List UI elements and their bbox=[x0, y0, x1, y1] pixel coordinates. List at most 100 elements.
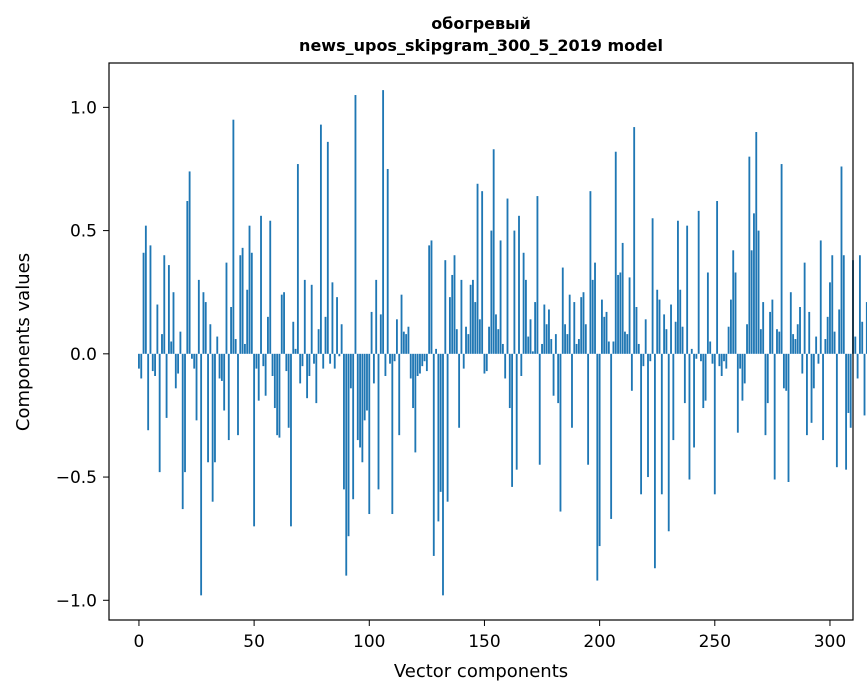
x-tick-label: 100 bbox=[353, 632, 385, 652]
bar-249 bbox=[711, 353, 714, 364]
bar-150 bbox=[483, 353, 486, 374]
bar-282 bbox=[787, 353, 790, 482]
bar-178 bbox=[548, 309, 550, 354]
bar-125 bbox=[425, 353, 428, 372]
bar-89 bbox=[343, 353, 345, 490]
bar-297 bbox=[822, 353, 824, 441]
bars-group bbox=[138, 90, 867, 596]
bar-231 bbox=[670, 304, 672, 354]
bar-130 bbox=[437, 353, 440, 522]
bar-283 bbox=[789, 292, 792, 354]
bar-83 bbox=[329, 353, 332, 364]
bar-94 bbox=[354, 95, 357, 354]
bar-113 bbox=[398, 353, 401, 436]
bar-36 bbox=[220, 353, 223, 381]
bar-22 bbox=[188, 171, 191, 354]
bar-96 bbox=[359, 353, 361, 448]
bar-313 bbox=[858, 255, 861, 354]
bar-14 bbox=[170, 341, 173, 354]
bar-122 bbox=[419, 353, 421, 374]
bar-5 bbox=[149, 245, 152, 354]
bar-208 bbox=[617, 274, 619, 354]
bar-164 bbox=[515, 353, 518, 470]
bar-216 bbox=[635, 307, 638, 354]
bar-170 bbox=[529, 319, 532, 354]
bar-190 bbox=[575, 343, 578, 354]
bar-226 bbox=[658, 299, 661, 354]
bar-207 bbox=[614, 151, 617, 354]
bar-281 bbox=[785, 353, 788, 391]
bar-300 bbox=[829, 282, 831, 354]
bar-234 bbox=[677, 220, 679, 354]
bar-18 bbox=[179, 331, 182, 354]
bar-101 bbox=[370, 311, 373, 354]
bar-296 bbox=[819, 240, 822, 354]
bar-312 bbox=[856, 353, 859, 379]
bar-209 bbox=[619, 272, 622, 354]
bar-288 bbox=[801, 353, 804, 374]
bar-179 bbox=[550, 339, 553, 354]
bar-90 bbox=[345, 353, 348, 576]
bar-154 bbox=[492, 149, 495, 354]
bar-273 bbox=[766, 353, 769, 404]
bar-53 bbox=[260, 215, 262, 354]
bar-118 bbox=[409, 353, 412, 379]
bar-55 bbox=[264, 353, 267, 396]
bar-140 bbox=[460, 279, 463, 354]
bar-68 bbox=[294, 348, 297, 354]
bar-144 bbox=[469, 284, 472, 354]
bar-124 bbox=[423, 353, 426, 362]
bar-114 bbox=[400, 294, 403, 354]
bar-180 bbox=[552, 353, 555, 396]
bar-42 bbox=[234, 339, 237, 354]
bar-148 bbox=[478, 319, 481, 354]
bar-104 bbox=[377, 353, 380, 490]
bar-157 bbox=[499, 240, 502, 354]
bar-248 bbox=[709, 341, 712, 354]
bar-197 bbox=[591, 279, 594, 354]
bar-136 bbox=[451, 274, 454, 354]
bar-302 bbox=[833, 331, 836, 354]
bar-214 bbox=[630, 353, 633, 391]
bar-235 bbox=[679, 289, 682, 354]
bar-259 bbox=[734, 272, 737, 354]
bar-306 bbox=[842, 255, 845, 354]
bar-165 bbox=[518, 215, 520, 354]
bar-316 bbox=[865, 302, 867, 354]
bar-166 bbox=[520, 353, 523, 376]
bar-188 bbox=[571, 353, 573, 428]
bar-253 bbox=[720, 353, 723, 376]
bar-192 bbox=[580, 297, 583, 354]
bar-305 bbox=[840, 166, 843, 354]
bar-311 bbox=[854, 336, 857, 354]
y-tick-label: −1.0 bbox=[56, 591, 97, 611]
bar-228 bbox=[663, 314, 666, 354]
bar-266 bbox=[750, 250, 753, 354]
bar-20 bbox=[184, 353, 186, 473]
bar-227 bbox=[660, 353, 663, 495]
bar-19 bbox=[181, 353, 184, 510]
bar-58 bbox=[271, 353, 274, 376]
x-tick-label: 50 bbox=[243, 632, 265, 652]
bar-162 bbox=[511, 353, 514, 487]
bar-66 bbox=[290, 353, 292, 527]
bar-129 bbox=[435, 348, 437, 354]
bar-258 bbox=[732, 250, 735, 354]
bar-168 bbox=[525, 279, 527, 354]
bar-75 bbox=[310, 284, 313, 354]
bar-286 bbox=[796, 324, 799, 354]
bar-240 bbox=[690, 348, 693, 354]
bar-171 bbox=[531, 351, 534, 354]
bar-26 bbox=[197, 279, 200, 354]
bar-70 bbox=[299, 353, 302, 384]
bar-294 bbox=[815, 336, 818, 354]
bar-212 bbox=[626, 334, 629, 354]
bar-309 bbox=[849, 353, 852, 428]
bar-284 bbox=[792, 334, 795, 354]
bar-24 bbox=[193, 353, 196, 369]
bar-4 bbox=[147, 353, 150, 431]
bar-108 bbox=[386, 168, 389, 354]
bar-47 bbox=[246, 289, 249, 354]
bar-155 bbox=[495, 314, 497, 354]
bar-6 bbox=[151, 353, 154, 372]
